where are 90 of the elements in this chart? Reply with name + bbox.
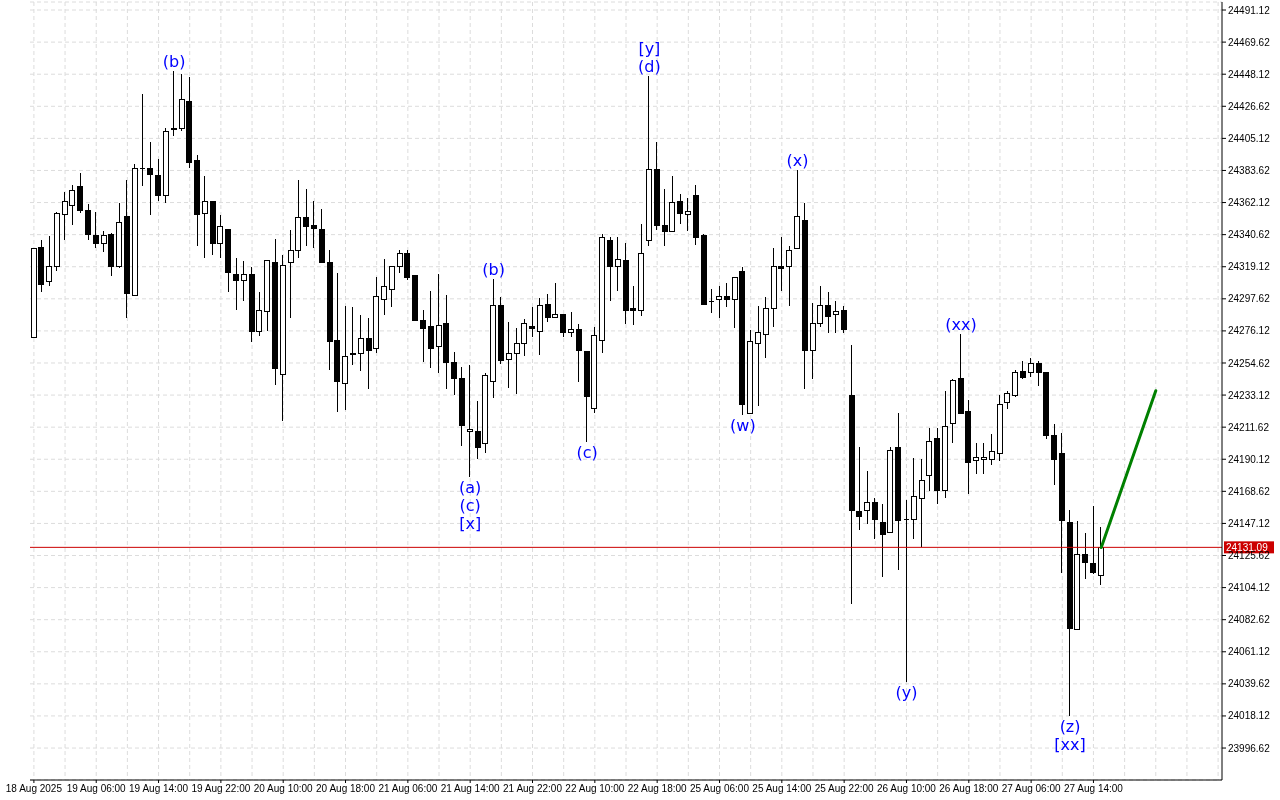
candlestick bbox=[980, 442, 987, 475]
candlestick bbox=[529, 306, 536, 338]
annotation: (c) bbox=[459, 495, 481, 515]
candlestick bbox=[1019, 360, 1026, 380]
candlestick bbox=[840, 305, 847, 334]
y-tick-label: 24233.12 bbox=[1228, 389, 1271, 401]
x-tick-label: 21 Aug 14:00 bbox=[440, 783, 501, 795]
y-tick-label: 24297.62 bbox=[1228, 293, 1271, 305]
candlestick bbox=[723, 282, 730, 308]
y-tick-label: 24211.62 bbox=[1228, 421, 1270, 433]
x-tick-label: 27 Aug 06:00 bbox=[1001, 783, 1062, 795]
candlestick bbox=[381, 258, 388, 316]
y-tick-label: 24168.62 bbox=[1228, 485, 1271, 497]
y-tick-label: 24383.62 bbox=[1228, 165, 1271, 177]
candlestick bbox=[755, 305, 762, 407]
y-tick-label: 24018.12 bbox=[1228, 710, 1271, 722]
candlestick bbox=[1051, 423, 1058, 486]
x-tick-label: 25 Aug 14:00 bbox=[752, 783, 812, 795]
candlestick bbox=[139, 93, 146, 187]
candlestick bbox=[677, 193, 684, 225]
candlestick bbox=[864, 470, 871, 525]
x-tick-label: 25 Aug 22:00 bbox=[814, 783, 875, 795]
x-tick-label: 20 Aug 10:00 bbox=[253, 783, 314, 795]
annotation: (b) bbox=[162, 51, 186, 71]
annotation: (b) bbox=[482, 259, 505, 279]
candlestick bbox=[684, 197, 691, 232]
candlestick bbox=[420, 309, 427, 363]
y-tick-label: 24362.12 bbox=[1228, 197, 1271, 209]
y-tick-label: 24319.12 bbox=[1228, 261, 1271, 273]
annotation: [x] bbox=[459, 513, 482, 533]
y-tick-label: 24469.62 bbox=[1228, 36, 1271, 48]
candlestick bbox=[708, 288, 715, 314]
candlestick bbox=[918, 458, 925, 548]
y-tick-label: 24147.12 bbox=[1228, 517, 1271, 529]
candlestick bbox=[871, 497, 878, 540]
x-tick-label: 22 Aug 10:00 bbox=[565, 783, 625, 795]
x-tick-label: 25 Aug 06:00 bbox=[690, 783, 750, 795]
x-tick-label: 26 Aug 18:00 bbox=[939, 783, 999, 795]
annotation: (xx) bbox=[945, 314, 977, 334]
y-tick-label: 24340.62 bbox=[1228, 229, 1271, 241]
y-tick-label: 24276.12 bbox=[1228, 325, 1271, 337]
y-tick-label: 24448.12 bbox=[1228, 68, 1271, 80]
candlestick bbox=[716, 285, 723, 319]
y-tick-label: 24254.62 bbox=[1228, 357, 1271, 369]
y-tick-label: 24104.12 bbox=[1228, 582, 1271, 594]
annotation: [y] bbox=[638, 38, 661, 58]
annotation: (c) bbox=[576, 442, 598, 462]
x-tick-label: 19 Aug 22:00 bbox=[191, 783, 251, 795]
x-tick-label: 21 Aug 06:00 bbox=[378, 783, 438, 795]
annotation: (d) bbox=[638, 56, 661, 76]
candlestick bbox=[349, 306, 356, 366]
candlestick bbox=[310, 200, 317, 248]
y-tick-label: 24039.62 bbox=[1228, 678, 1271, 690]
candlestick bbox=[910, 457, 917, 540]
candlestick bbox=[155, 158, 162, 202]
y-tick-label: 24190.12 bbox=[1228, 453, 1271, 465]
candlestick bbox=[903, 499, 910, 683]
candlestick bbox=[1090, 505, 1097, 575]
candlestick bbox=[147, 141, 154, 216]
candlestick bbox=[856, 446, 863, 531]
x-tick-label: 19 Aug 06:00 bbox=[66, 783, 127, 795]
annotation: (x) bbox=[786, 150, 809, 170]
y-tick-label: 24125.62 bbox=[1228, 550, 1271, 562]
x-tick-label: 19 Aug 14:00 bbox=[129, 783, 189, 795]
candlestick bbox=[85, 203, 92, 241]
y-tick-label: 24491.12 bbox=[1228, 4, 1271, 16]
x-tick-label: 21 Aug 22:00 bbox=[503, 783, 563, 795]
annotation: [xx] bbox=[1054, 734, 1086, 754]
annotation: (w) bbox=[730, 415, 756, 435]
candlestick bbox=[46, 235, 53, 287]
y-tick-label: 24426.62 bbox=[1228, 100, 1271, 112]
candlestick bbox=[575, 323, 582, 383]
candlestick bbox=[832, 300, 839, 334]
candlestick bbox=[233, 257, 240, 311]
ref-line-label: 24131.09 bbox=[1226, 541, 1269, 553]
x-tick-label: 22 Aug 18:00 bbox=[627, 783, 688, 795]
annotation: (z) bbox=[1059, 716, 1081, 736]
y-tick-label: 24061.12 bbox=[1228, 646, 1271, 658]
x-tick-label: 20 Aug 18:00 bbox=[316, 783, 376, 795]
annotation: (y) bbox=[895, 682, 918, 702]
candlestick bbox=[201, 175, 208, 259]
annotation: (a) bbox=[459, 477, 482, 497]
candlestick bbox=[568, 311, 575, 338]
x-tick-label: 26 Aug 10:00 bbox=[876, 783, 937, 795]
y-tick-label: 23996.62 bbox=[1228, 742, 1271, 754]
candlestick bbox=[388, 266, 395, 308]
y-tick-label: 24082.62 bbox=[1228, 614, 1271, 626]
x-tick-label: 18 Aug 2025 bbox=[5, 783, 63, 795]
y-tick-label: 24405.12 bbox=[1228, 132, 1271, 144]
x-tick-label: 27 Aug 14:00 bbox=[1063, 783, 1124, 795]
